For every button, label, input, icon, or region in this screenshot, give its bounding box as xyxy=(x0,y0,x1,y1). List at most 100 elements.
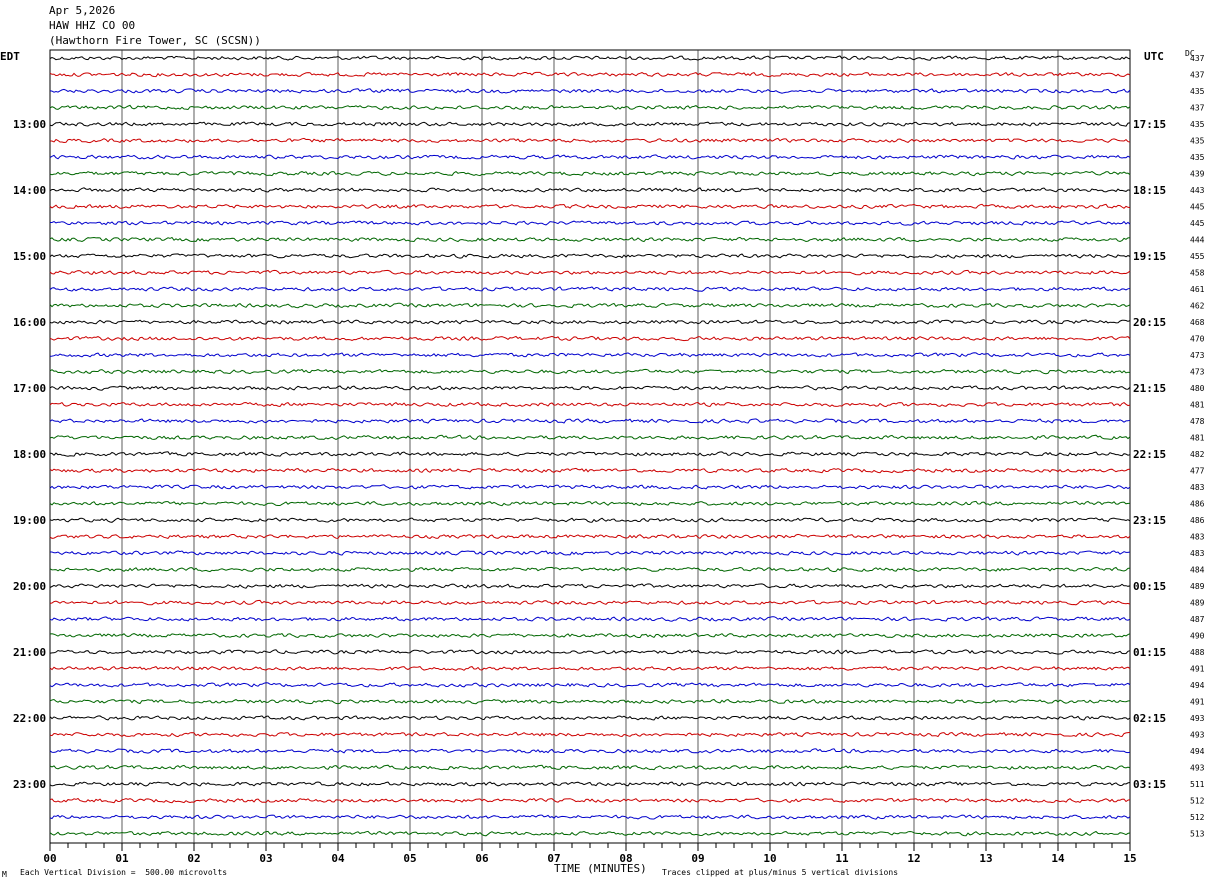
x-tick-label: 04 xyxy=(331,852,345,865)
dc-offset-label: 512 xyxy=(1190,813,1205,822)
dc-offset-label: 473 xyxy=(1190,351,1205,360)
left-hour-label: 14:00 xyxy=(13,184,46,197)
trace-line xyxy=(50,550,1131,556)
dc-offset-label: 439 xyxy=(1190,170,1205,179)
dc-offset-label: 478 xyxy=(1190,417,1205,426)
dc-offset-label: 435 xyxy=(1190,137,1205,146)
trace-line xyxy=(49,88,1131,94)
right-hour-label: 02:15 xyxy=(1133,712,1166,725)
right-hour-label: 19:15 xyxy=(1133,250,1166,263)
x-tick-label: 01 xyxy=(115,852,129,865)
trace-line xyxy=(49,385,1131,391)
trace-line xyxy=(49,286,1131,292)
trace-line xyxy=(49,814,1131,820)
trace-line xyxy=(49,104,1131,111)
dc-offset-label: 487 xyxy=(1190,615,1205,624)
trace-line xyxy=(49,368,1131,375)
trace-line xyxy=(49,748,1131,754)
trace-line xyxy=(49,599,1131,606)
dc-offset-label: 483 xyxy=(1190,483,1205,492)
trace-line xyxy=(50,137,1131,144)
trace-line xyxy=(49,500,1130,507)
trace-line xyxy=(49,121,1131,127)
right-hour-label: 01:15 xyxy=(1133,646,1166,659)
x-tick-label: 12 xyxy=(907,852,920,865)
trace-line xyxy=(49,517,1131,523)
trace-line xyxy=(50,220,1131,226)
trace-line xyxy=(49,583,1131,589)
right-hour-label: 18:15 xyxy=(1133,184,1166,197)
left-hour-label: 23:00 xyxy=(13,778,46,791)
dc-offset-label: 481 xyxy=(1190,401,1205,410)
trace-line xyxy=(49,698,1131,705)
left-hour-label: 16:00 xyxy=(13,316,46,329)
dc-offset-label: 489 xyxy=(1190,582,1205,591)
right-hour-label: 23:15 xyxy=(1133,514,1166,527)
dc-offset-label: 435 xyxy=(1190,153,1205,162)
dc-offset-label: 461 xyxy=(1190,285,1205,294)
x-tick-label: 05 xyxy=(403,852,416,865)
left-hour-label: 19:00 xyxy=(13,514,46,527)
dc-offset-label: 511 xyxy=(1190,780,1205,789)
x-tick-label: 03 xyxy=(259,852,272,865)
dc-offset-label: 482 xyxy=(1190,450,1205,459)
dc-offset-label: 444 xyxy=(1190,236,1205,245)
trace-line xyxy=(49,236,1131,243)
dc-offset-label: 437 xyxy=(1190,54,1205,63)
left-timezone-label: EDT xyxy=(0,50,20,63)
left-hour-label: 17:00 xyxy=(13,382,46,395)
trace-line xyxy=(49,715,1131,721)
trace-line xyxy=(49,566,1131,573)
trace-line xyxy=(49,253,1131,259)
trace-line xyxy=(49,335,1131,342)
dc-offset-label: 494 xyxy=(1190,747,1205,756)
trace-line xyxy=(49,632,1131,639)
dc-label: DC xyxy=(1185,49,1195,58)
header-channel: HAW HHZ CO 00 xyxy=(49,19,136,32)
trace-line xyxy=(49,203,1131,210)
vertical-division-note: Each Vertical Division = 500.00 microvol… xyxy=(20,868,228,877)
trace-line xyxy=(49,781,1131,787)
x-tick-label: 02 xyxy=(187,852,200,865)
x-tick-label: 14 xyxy=(1051,852,1065,865)
dc-offset-label: 445 xyxy=(1190,203,1205,212)
trace-line xyxy=(49,484,1131,490)
header-station: (Hawthorn Fire Tower, SC (SCSN)) xyxy=(49,34,261,47)
trace-line xyxy=(49,269,1131,276)
dc-offset-label: 493 xyxy=(1190,731,1205,740)
trace-line xyxy=(49,319,1131,325)
dc-offset-label: 512 xyxy=(1190,797,1205,806)
dc-offset-label: 470 xyxy=(1190,335,1205,344)
dc-offset-label: 494 xyxy=(1190,681,1205,690)
right-hour-label: 20:15 xyxy=(1133,316,1166,329)
plot-frame xyxy=(49,49,1131,844)
dc-offset-label: 486 xyxy=(1190,500,1205,509)
dc-offset-label: 481 xyxy=(1190,434,1205,443)
dc-offset-label: 513 xyxy=(1190,830,1205,839)
dc-offset-label: 435 xyxy=(1190,120,1205,129)
dc-offset-label: 437 xyxy=(1190,71,1205,80)
right-hour-label: 17:15 xyxy=(1133,118,1166,131)
trace-line xyxy=(49,682,1131,688)
trace-line xyxy=(49,797,1131,804)
trace-line xyxy=(49,830,1131,837)
trace-line xyxy=(49,352,1131,358)
right-hour-label: 21:15 xyxy=(1133,382,1166,395)
dc-offset-label: 455 xyxy=(1190,252,1205,261)
trace-line xyxy=(49,55,1131,61)
x-tick-label: 00 xyxy=(43,852,56,865)
dc-offset-label: 458 xyxy=(1190,269,1205,278)
left-hour-label: 18:00 xyxy=(13,448,46,461)
dc-offset-label: 473 xyxy=(1190,368,1205,377)
dc-offset-label: 445 xyxy=(1190,219,1205,228)
dc-offset-label: 489 xyxy=(1190,599,1205,608)
clipping-note: Traces clipped at plus/minus 5 vertical … xyxy=(662,868,899,877)
trace-line xyxy=(49,418,1131,424)
right-hour-label: 22:15 xyxy=(1133,448,1166,461)
dc-offset-label: 443 xyxy=(1190,186,1205,195)
dc-offset-label: 493 xyxy=(1190,764,1205,773)
right-hour-label: 00:15 xyxy=(1133,580,1166,593)
dc-offset-label: 490 xyxy=(1190,632,1205,641)
dc-offset-label: 435 xyxy=(1190,87,1205,96)
